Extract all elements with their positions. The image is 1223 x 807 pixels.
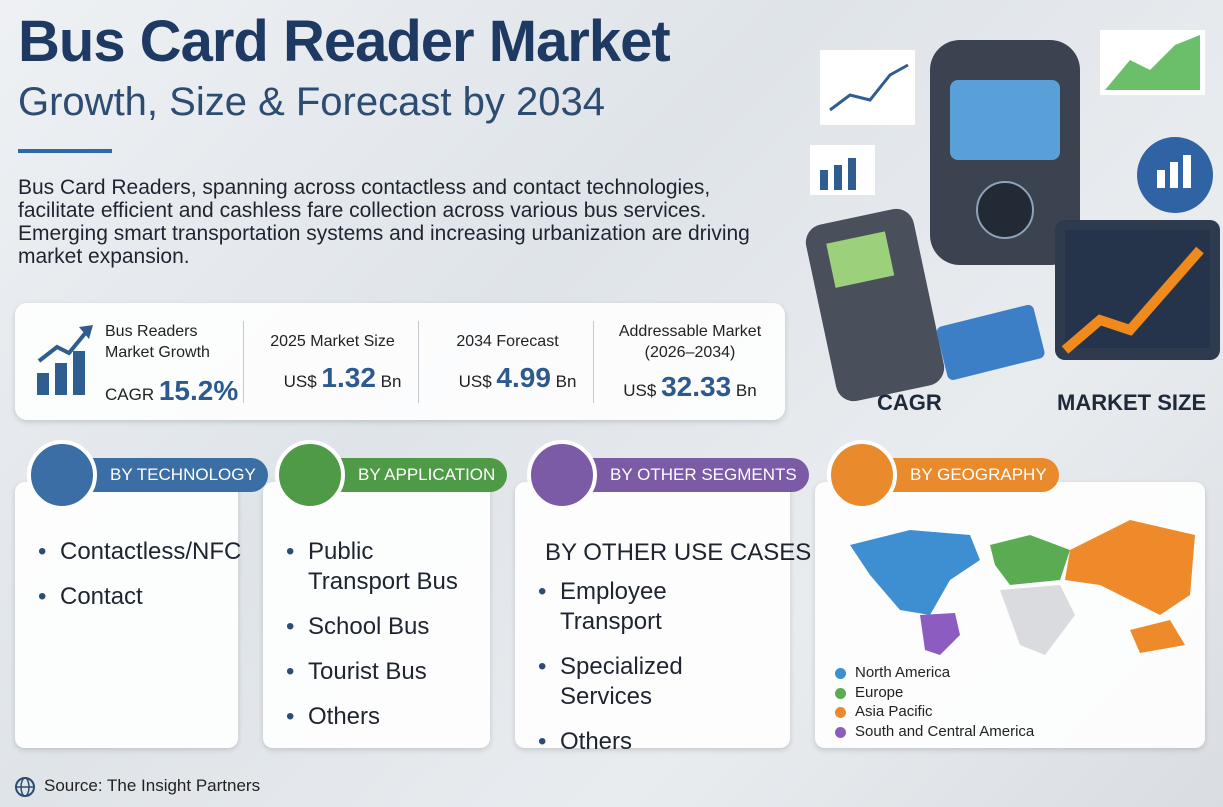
stats-panel: Bus Readers Market Growth CAGR 15.2% 2025 … bbox=[15, 303, 785, 420]
stat-prefix: US$ bbox=[458, 372, 492, 391]
segment-header: BY GEOGRAPHY bbox=[870, 458, 1059, 492]
stat-value: US$ 32.33 Bn bbox=[605, 371, 775, 403]
segment-item: Tourist Bus bbox=[286, 657, 470, 687]
legend-label: North America bbox=[855, 664, 951, 681]
map-region bbox=[850, 530, 980, 615]
stat-number: 15.2% bbox=[158, 375, 239, 406]
stat-label: Addressable Market (2026–2034) bbox=[618, 323, 762, 361]
stat-number: 1.32 bbox=[321, 362, 376, 393]
segment-item: Employee Transport bbox=[538, 577, 770, 637]
stat: Bus Readers Market Growth CAGR 15.2% bbox=[105, 303, 240, 420]
title: Bus Card Reader Market bbox=[18, 9, 671, 74]
illustration-label: CAGR bbox=[877, 390, 942, 415]
stat-unit: Bn bbox=[735, 381, 757, 400]
segment-icon bbox=[27, 440, 97, 510]
separator bbox=[243, 321, 244, 403]
legend-swatch bbox=[835, 726, 846, 738]
stat-prefix: US$ bbox=[283, 372, 317, 391]
illustration-label: MARKET SIZE bbox=[1057, 390, 1207, 415]
segment-item: Others bbox=[538, 727, 770, 757]
stat-value: CAGR 15.2% bbox=[105, 375, 240, 407]
segment-card bbox=[15, 482, 238, 748]
legend-swatch bbox=[835, 687, 846, 699]
map-region bbox=[1065, 520, 1195, 653]
stat-label: Bus Readers Market Growth bbox=[105, 323, 210, 361]
stat: 2025 Market Size US$ 1.32 Bn bbox=[255, 303, 430, 420]
segment-header: BY TECHNOLOGY bbox=[70, 458, 268, 492]
legend-label: Europe bbox=[855, 683, 904, 701]
stat-label: 2025 Market Size bbox=[270, 333, 395, 350]
stat-unit: Bn bbox=[380, 372, 402, 391]
segment-icon bbox=[827, 440, 897, 510]
segment-item: Public Transport Bus bbox=[286, 537, 470, 597]
stat-value: US$ 4.99 Bn bbox=[430, 362, 605, 394]
segment-item: Others bbox=[286, 702, 470, 732]
divider bbox=[18, 149, 112, 153]
separator bbox=[418, 321, 419, 403]
legend-swatch bbox=[835, 668, 846, 679]
segment-item: Specialized Services bbox=[538, 652, 770, 712]
source-icon bbox=[15, 777, 35, 797]
segment-header: BY OTHER SEGMENTS bbox=[570, 458, 809, 492]
segment-item: Contact bbox=[38, 582, 218, 612]
world-map bbox=[850, 520, 1195, 655]
segment-icon bbox=[275, 440, 345, 510]
stat-value: US$ 1.32 Bn bbox=[255, 362, 430, 394]
segment-header: BY APPLICATION bbox=[318, 458, 508, 492]
stat-prefix: CAGR bbox=[105, 385, 155, 404]
source: Source: The Insight Partners bbox=[44, 776, 261, 795]
stat-number: 32.33 bbox=[661, 371, 732, 402]
legend-swatch bbox=[835, 707, 846, 718]
segment-item: School Bus bbox=[286, 612, 470, 642]
illustration bbox=[805, 30, 1220, 402]
segment-item: Contactless/NFC bbox=[38, 537, 241, 567]
map-region bbox=[990, 535, 1070, 585]
description: Bus Card Readers, spanning across contac… bbox=[18, 176, 750, 268]
subtitle: Growth, Size & Forecast by 2034 bbox=[18, 80, 605, 124]
segment-subtitle: BY OTHER USE CASES bbox=[545, 539, 812, 566]
legend-label: Asia Pacific bbox=[855, 703, 933, 720]
stat-label: 2034 Forecast bbox=[456, 333, 559, 350]
map-region bbox=[920, 613, 960, 655]
growth-icon bbox=[37, 325, 93, 395]
separator bbox=[593, 321, 594, 403]
map-region bbox=[1000, 585, 1075, 655]
stat-prefix: US$ bbox=[623, 381, 657, 400]
stat-unit: Bn bbox=[555, 372, 577, 391]
legend-label: South and Central America bbox=[855, 722, 1035, 740]
stat: Addressable Market (2026–2034) US$ 32.33 … bbox=[605, 303, 775, 420]
segment-icon bbox=[527, 440, 597, 510]
stat: 2034 Forecast US$ 4.99 Bn bbox=[430, 303, 605, 420]
stat-number: 4.99 bbox=[496, 362, 551, 393]
